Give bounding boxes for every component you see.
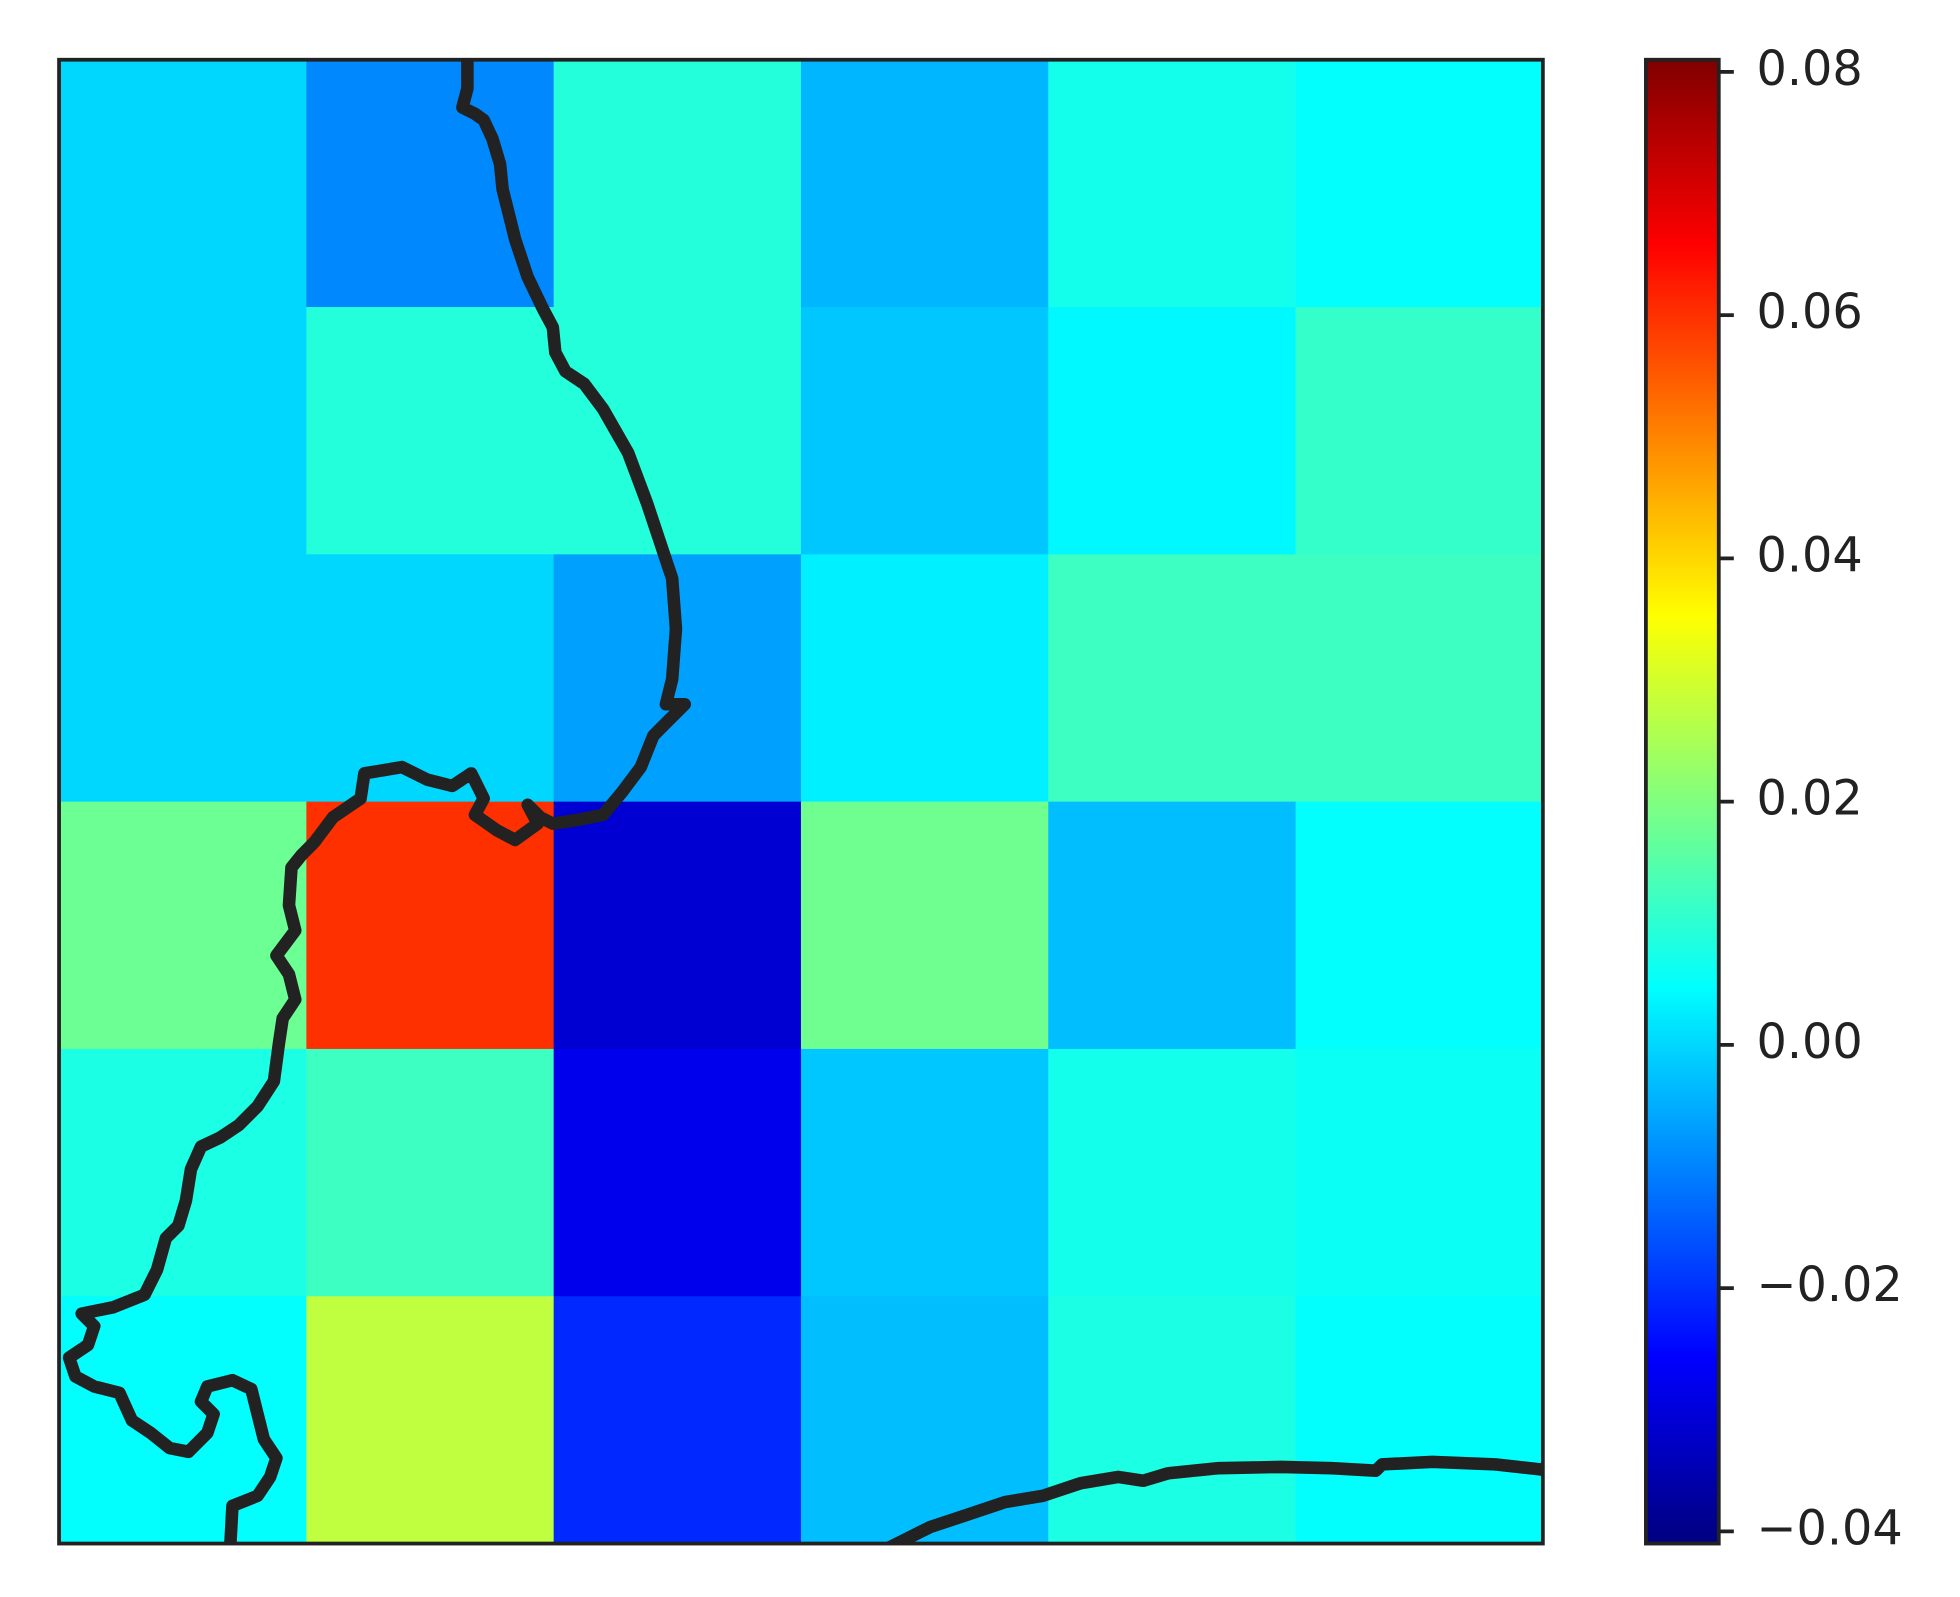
heatmap-cell [59,59,307,308]
heatmap-cell [553,801,802,1050]
heatmap-cell [553,307,802,555]
heatmap-cell [1048,1048,1297,1297]
heatmap [59,59,1544,1545]
heatmap-cell [1048,801,1297,1050]
coastline [883,1455,1543,1544]
heatmap-cell [306,1296,555,1545]
heatmap-cell [800,801,1049,1050]
colorbar [1645,59,1719,1544]
heatmap-cell [306,59,555,308]
colorbar-tick-label: 0.00 [1756,1015,1862,1070]
heatmap-cell [306,554,555,803]
coastline [62,59,692,1544]
heatmap-cell [306,1048,555,1297]
heatmap-cell [1048,1296,1297,1545]
heatmap-cell [800,307,1049,555]
heatmap-cell [59,801,307,1050]
heatmap-cell [306,307,555,555]
colorbar-tick-label: −0.02 [1756,1258,1902,1313]
heatmap-cell [553,59,802,308]
heatmap-cell [1295,59,1544,308]
heatmap-cell [1048,554,1297,803]
heatmap-cell [800,554,1049,803]
colorbar-tick-label: 0.02 [1756,772,1862,827]
heatmap-cell [1048,307,1297,555]
heatmap-cell [553,1296,802,1545]
colorbar-ticks: −0.04 −0.02 0.00 0.02 0.04 0.06 0.08 [1718,42,1903,1556]
heatmap-cell [59,307,307,555]
heatmap-cell [59,1296,307,1545]
colorbar-tick-label: 0.06 [1756,285,1862,340]
colorbar-tick-label: 0.04 [1756,528,1862,583]
heatmap-cell [1295,1048,1544,1297]
colorbar-tick-label: 0.08 [1756,42,1862,97]
heatmap-cell [1295,554,1544,803]
heatmap-cell [1295,307,1544,555]
heatmap-cell [1048,59,1297,308]
plot-frame [57,57,1545,1546]
heatmap-cell [1295,801,1544,1050]
heatmap-cell [800,1048,1049,1297]
coastlines [62,59,1543,1544]
heatmap-cell [59,554,307,803]
heatmap-cell [553,1048,802,1297]
heatmap-cell [1295,1296,1544,1545]
heatmap-cell [800,59,1049,308]
colorbar-tick-label: −0.04 [1756,1501,1902,1556]
